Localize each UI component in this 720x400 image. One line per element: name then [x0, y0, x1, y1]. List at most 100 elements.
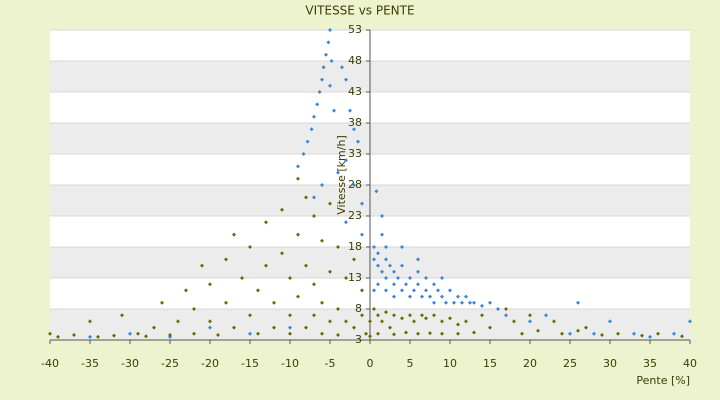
point — [464, 319, 468, 324]
point — [288, 276, 292, 280]
point — [304, 195, 308, 200]
point — [326, 40, 331, 45]
point — [336, 245, 340, 249]
point — [392, 294, 396, 299]
point — [72, 333, 76, 338]
point — [400, 245, 404, 249]
point — [528, 313, 532, 318]
point — [248, 331, 252, 336]
point — [336, 170, 340, 175]
point — [656, 331, 660, 336]
point — [372, 288, 376, 293]
point — [440, 294, 444, 299]
point — [240, 276, 244, 280]
point — [488, 325, 492, 330]
point — [436, 288, 440, 293]
x-tick-label: 20 — [523, 357, 537, 370]
point — [332, 108, 336, 113]
point — [672, 331, 676, 336]
point — [232, 232, 236, 237]
point — [360, 313, 364, 318]
point — [640, 333, 644, 338]
point — [356, 139, 360, 144]
point — [317, 90, 322, 94]
point — [374, 189, 379, 194]
x-tick-label: 40 — [683, 357, 697, 370]
point — [296, 294, 300, 299]
point — [312, 282, 316, 287]
point — [232, 325, 236, 330]
point — [315, 102, 320, 107]
point — [360, 201, 364, 206]
point — [488, 300, 492, 305]
point — [472, 300, 476, 305]
point — [48, 331, 52, 336]
y-tick-label: 13 — [348, 271, 362, 284]
point — [152, 325, 156, 330]
point — [384, 276, 388, 280]
point — [136, 331, 140, 336]
point — [304, 325, 308, 330]
point — [448, 288, 452, 293]
point — [192, 331, 196, 336]
point — [360, 232, 364, 237]
point — [416, 257, 420, 262]
point — [456, 322, 460, 327]
point — [400, 316, 404, 321]
point — [256, 331, 260, 336]
point — [600, 333, 604, 338]
point — [340, 65, 344, 70]
point — [280, 251, 284, 256]
point — [428, 331, 432, 336]
y-axis-title: Vitesse [km/h] — [335, 135, 348, 215]
y-tick-label: 38 — [348, 116, 362, 129]
point — [632, 331, 636, 336]
point — [480, 313, 484, 318]
x-tick-label: -40 — [41, 357, 59, 370]
point — [120, 313, 124, 318]
point — [352, 183, 356, 187]
point — [384, 257, 388, 262]
point — [416, 269, 420, 274]
point — [568, 331, 572, 336]
point — [144, 334, 148, 339]
point — [288, 331, 292, 336]
x-tick-label: -15 — [241, 357, 259, 370]
point — [408, 294, 412, 299]
point — [376, 313, 380, 318]
y-tick-label: 3 — [355, 333, 362, 346]
point — [320, 183, 324, 187]
x-axis-title: Pente [%] — [636, 374, 690, 387]
point — [328, 28, 332, 32]
point — [376, 251, 380, 256]
y-tick-label: 43 — [348, 85, 362, 98]
point — [388, 263, 392, 268]
point — [176, 319, 180, 324]
point — [320, 331, 324, 336]
point — [592, 331, 596, 336]
point — [392, 332, 396, 337]
chart-title: VITESSE vs PENTE — [305, 4, 414, 18]
point — [372, 245, 376, 249]
point — [392, 313, 396, 318]
point — [512, 319, 516, 324]
point — [224, 300, 228, 305]
point — [344, 220, 348, 225]
point — [324, 52, 328, 57]
point — [304, 263, 308, 268]
point — [248, 245, 252, 249]
point — [376, 331, 380, 336]
x-tick-label: -30 — [121, 357, 139, 370]
point — [344, 77, 348, 82]
point — [424, 288, 428, 293]
y-tick-label: 33 — [348, 147, 362, 160]
point — [468, 300, 472, 305]
point — [384, 288, 388, 293]
point — [264, 220, 268, 225]
x-tick-label: 35 — [643, 357, 657, 370]
point — [464, 294, 468, 299]
point — [440, 276, 444, 280]
point — [344, 158, 348, 163]
point — [352, 127, 356, 132]
